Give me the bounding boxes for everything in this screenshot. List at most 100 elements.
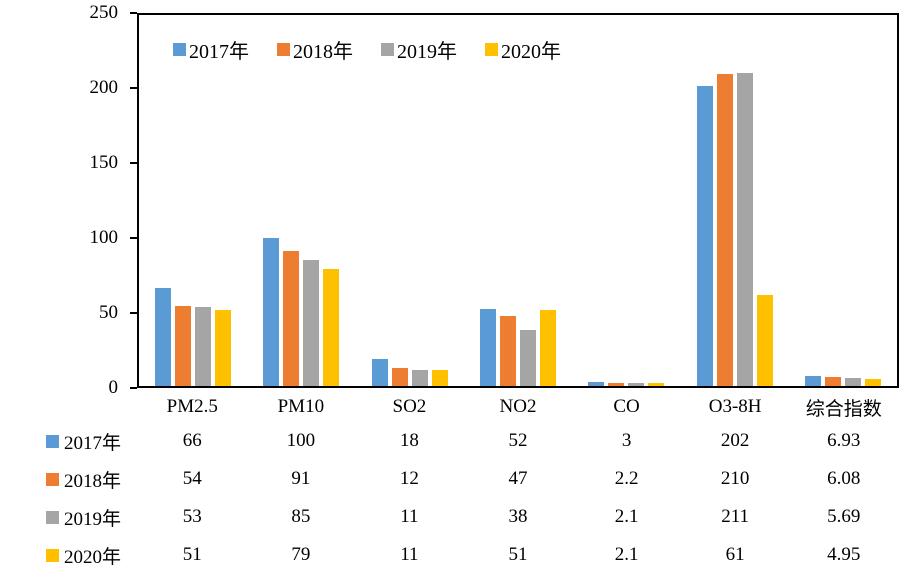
series-key-icon [46,548,59,562]
bar [391,368,408,386]
bar [844,378,861,386]
legend-item: 2018年 [277,35,353,64]
legend-item: 2019年 [381,35,457,64]
table-value: 54 [182,468,202,489]
table-value: 11 [400,506,419,527]
series-key-icon [46,434,59,448]
category-header: O3-8H [708,396,762,417]
series-row-label: 2018年 [0,460,138,498]
legend-key-icon [277,43,290,56]
legend-key-icon [381,43,394,56]
bar [588,382,605,386]
bar [608,383,625,386]
table-value: 51 [508,544,528,565]
series-name: 2017年 [64,432,122,454]
table-value: 2.2 [614,468,639,489]
bar [371,359,388,386]
series-row-label: 2019年 [0,498,138,536]
table-value: 66 [182,430,202,451]
table-value: 18 [399,430,419,451]
bar [864,379,881,386]
legend-key-icon [173,43,186,56]
bar [283,251,300,386]
bar [323,269,340,386]
bar [175,306,192,386]
series-name: 2018年 [64,470,122,492]
legend-label: 2019年 [397,41,457,63]
y-axis-tick-mark [130,237,137,239]
bar-group [464,15,572,386]
y-axis-tick-mark [130,162,137,164]
y-axis-tick-mark [130,387,137,389]
bar [648,383,665,386]
table-corner-cell [0,392,138,422]
y-axis-tick-mark [130,87,137,89]
table-value: 2.1 [614,544,639,565]
series-key-icon [46,472,59,486]
table-value: 2.1 [614,506,639,527]
bar [736,73,753,386]
bar [303,260,320,386]
series-row-label: 2017年 [0,422,138,460]
chart-legend: 2017年 2018年 2019年 2020年 [173,35,561,64]
series-row-label: 2020年 [0,536,138,574]
bar-group [356,15,464,386]
legend-key-icon [485,43,498,56]
bar-group [247,15,355,386]
y-axis-tick-label: 100 [89,227,119,248]
bar-group [680,15,788,386]
y-axis-tick-mark [130,12,137,14]
table-value: 38 [508,506,528,527]
bar [499,316,516,386]
table-value: 52 [508,430,528,451]
category-header: SO2 [392,396,427,417]
bar [716,74,733,386]
table-value: 6.08 [827,468,861,489]
y-axis-tick-label: 150 [89,152,119,173]
legend-label: 2018年 [293,41,353,63]
bar [756,295,773,386]
bars-region [139,15,897,386]
bar-group [139,15,247,386]
legend-label: 2017年 [189,41,249,63]
category-header: CO [613,396,640,417]
bar [804,376,821,386]
bar [195,307,212,386]
category-header: PM10 [277,396,325,417]
bar [479,309,496,386]
bar [628,383,645,386]
bar [155,288,172,386]
table-value: 85 [291,506,311,527]
category-header: PM2.5 [166,396,218,417]
category-header: NO2 [499,396,537,417]
bar [824,377,841,386]
table-value: 4.95 [827,544,861,565]
table-value: 6.93 [827,430,861,451]
table-value: 79 [291,544,311,565]
y-axis-tick-label: 50 [99,302,118,323]
bar [696,86,713,386]
table-value: 91 [291,468,311,489]
y-axis-tick-label: 250 [89,2,119,23]
series-name: 2019年 [64,508,122,530]
y-axis-tick-mark [130,312,137,314]
legend-item: 2020年 [485,35,561,64]
bar [263,238,280,386]
category-header: 综合指数 [805,398,882,420]
table-value: 51 [182,544,202,565]
table-value: 47 [508,468,528,489]
table-value: 5.69 [827,506,861,527]
bar [215,310,232,386]
table-value: 211 [721,506,750,527]
plot-area: 2017年 2018年 2019年 2020年 [137,13,899,388]
bar-group [572,15,680,386]
table-value: 100 [286,430,316,451]
legend-item: 2017年 [173,35,249,64]
series-name: 2020年 [64,546,122,568]
table-value: 202 [720,430,750,451]
y-axis-tick-label: 0 [108,377,119,398]
bar [431,370,448,386]
data-table: PM2.5 PM10 SO2 NO2 CO O3-8H 综合指数 2017年 66 100 18 52… [0,392,898,574]
bar-group [789,15,897,386]
